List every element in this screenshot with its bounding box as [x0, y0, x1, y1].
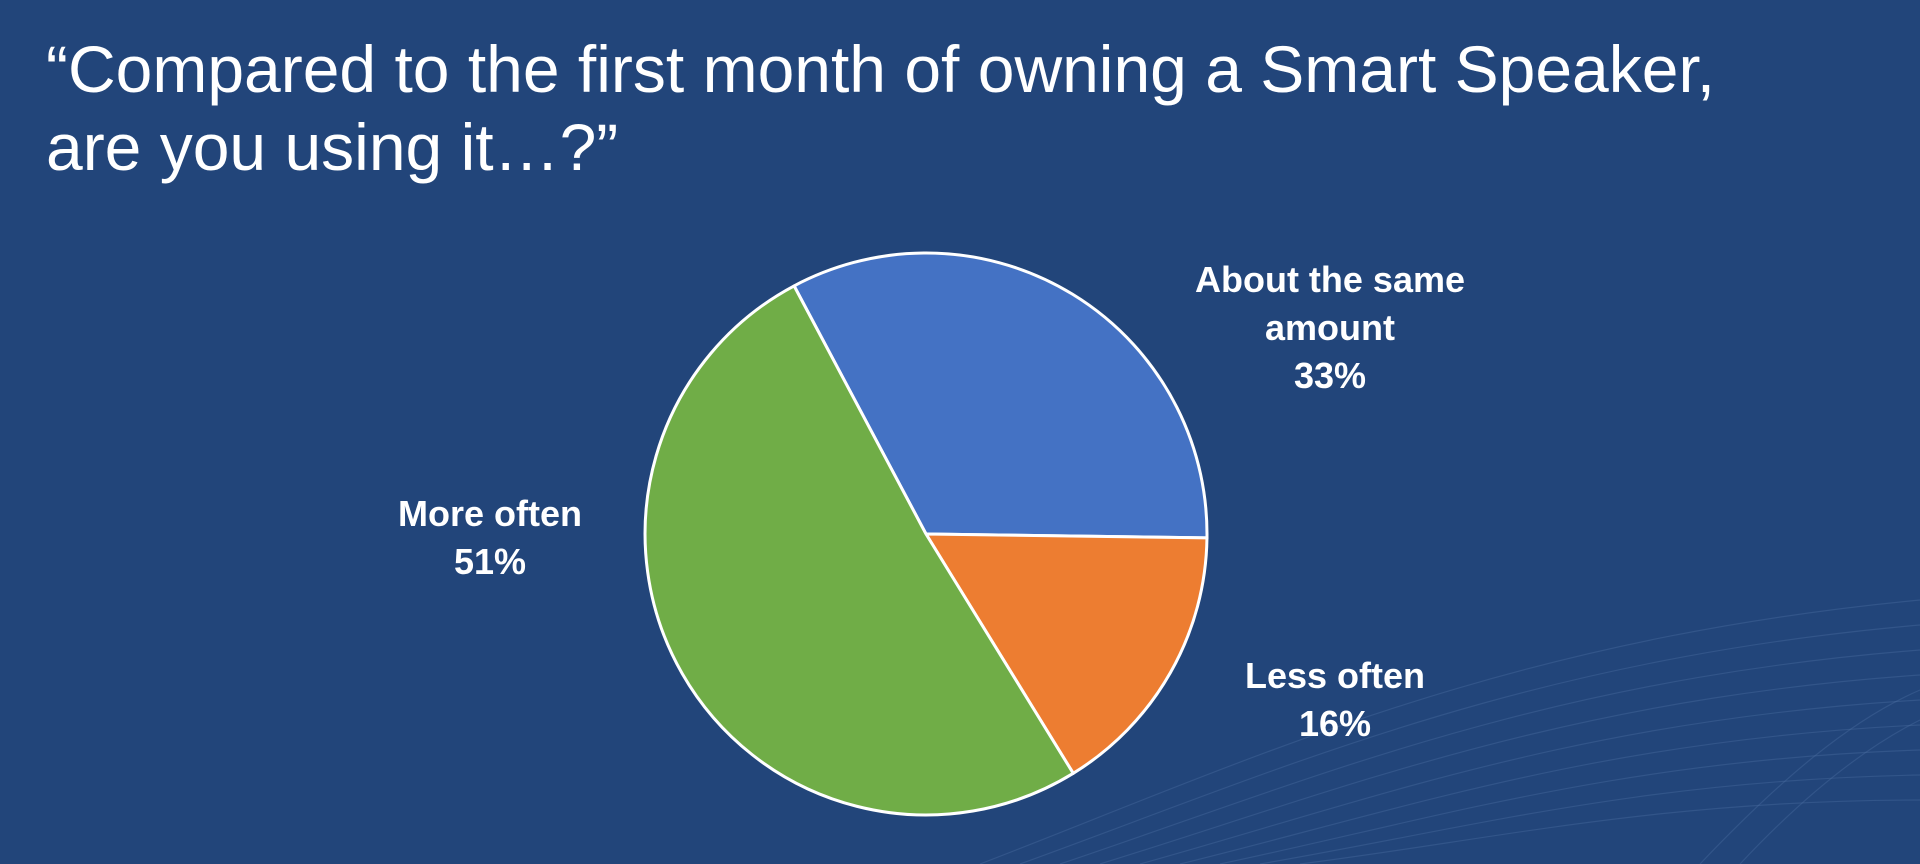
data-label-less-often: Less often 16%	[1185, 652, 1485, 748]
data-label-category-line: Less often	[1244, 655, 1426, 696]
pie-slice-more-often	[643, 284, 1075, 817]
data-label-category-line: More often	[398, 493, 582, 534]
data-label-category-line: amount	[1265, 307, 1395, 348]
data-label-about-the-same-amount: About the same amount 33%	[1120, 256, 1540, 400]
data-label-more-often: More often 51%	[340, 490, 640, 586]
data-label-value: 51%	[453, 541, 527, 582]
data-label-value: 16%	[1298, 703, 1372, 744]
pie-slice-less-often	[924, 532, 1209, 775]
data-label-category-line: About the same	[1194, 259, 1466, 300]
pie-slice-about-the-same-amount	[792, 251, 1209, 540]
chart-title-line-1: “Compared to the first month of owning a…	[46, 32, 1716, 106]
chart-title-line-2: are you using it…?”	[46, 110, 619, 184]
chart-title: “Compared to the first month of owning a…	[46, 30, 1886, 186]
data-label-value: 33%	[1293, 355, 1367, 396]
